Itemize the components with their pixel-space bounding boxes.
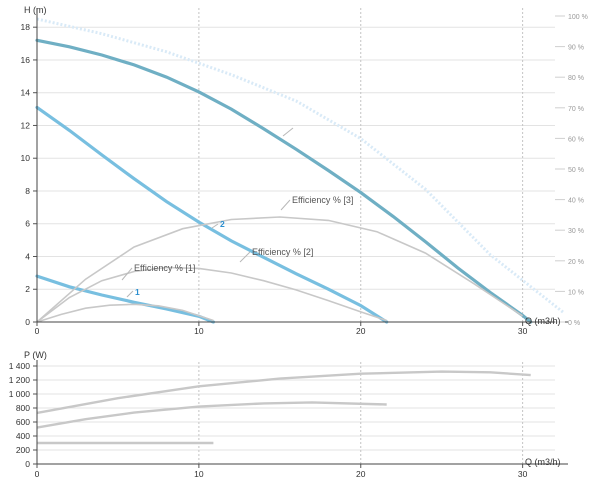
- head-x-tick-label: 10: [194, 326, 204, 336]
- power-y-tick-label: 0: [25, 459, 30, 469]
- series-label: Efficiency % [1]: [134, 263, 195, 273]
- power-x-tick-label: 30: [518, 469, 528, 479]
- head-y-tick-label: 18: [21, 22, 31, 32]
- head-y-tick-label: 12: [21, 120, 31, 130]
- power-curve-3: [36, 370, 531, 415]
- efficiency-y2-tick-label: 40 %: [568, 198, 584, 205]
- efficiency-y2-tick-label: 0 %: [568, 320, 580, 327]
- series-label-leader: [280, 199, 291, 211]
- efficiency-curve-2: [36, 266, 387, 323]
- max-head-curve: [36, 17, 565, 314]
- power-y-tick-label: 600: [16, 417, 30, 427]
- head-series-layer: 1 2 Efficiency % [1] Efficiency % [2] Effici…: [35, 17, 565, 324]
- head-x-tick-label: 30: [518, 326, 528, 336]
- efficiency-y2-tick-label: 80 %: [568, 75, 584, 82]
- head-y-tick-label: 4: [25, 251, 30, 261]
- head-x-tick-label: 20: [356, 326, 366, 336]
- efficiency-y2-tick-label: 100 %: [568, 14, 588, 21]
- power-y-tick-label: 800: [16, 403, 30, 413]
- power-x-tick-label: 20: [356, 469, 366, 479]
- power-grid: [37, 360, 555, 465]
- efficiency-y2-tick-label: 10 %: [568, 289, 584, 296]
- power-y-tick-label: 400: [16, 431, 30, 441]
- series-label-leader: [126, 290, 134, 298]
- efficiency-y2-tick-label: 20 %: [568, 259, 584, 266]
- head-curve-3: [35, 38, 533, 324]
- power-y-tick-label: 1 400: [9, 361, 31, 371]
- power-axes: 0 200 400 600 800 1 000 1 200 1 400 0 10 20 30: [9, 360, 568, 479]
- efficiency-y2-tick-label: 90 %: [568, 45, 584, 52]
- head-y-tick-label: 6: [25, 219, 30, 229]
- series-label-leader: [121, 267, 133, 281]
- head-y-axis-label: H (m): [24, 5, 47, 15]
- series-label-leader: [282, 127, 294, 137]
- power-curve-2: [36, 401, 387, 429]
- power-y-axis-label: P (W): [24, 350, 47, 360]
- efficiency-curve-3: [36, 216, 524, 323]
- head-y-tick-label: 8: [25, 186, 30, 196]
- efficiency-y2-tick-label: 30 %: [568, 228, 584, 235]
- head-y-tick-label: 10: [21, 153, 31, 163]
- series-label-leader: [239, 251, 251, 263]
- power-series-layer: [36, 370, 531, 445]
- efficiency-curve-1: [36, 303, 214, 323]
- head-y-tick-label: 2: [25, 284, 30, 294]
- head-x-tick-label: 0: [35, 326, 40, 336]
- head-y-tick-label: 0: [25, 317, 30, 327]
- efficiency-y2-tick-label: 70 %: [568, 106, 584, 113]
- series-label-leader: [211, 223, 219, 229]
- power-chart: 0 200 400 600 800 1 000 1 200 1 400 0 10 20 30 P (W…: [9, 350, 568, 479]
- series-label: 1: [135, 287, 140, 297]
- head-grid: [37, 8, 555, 323]
- power-x-tick-label: 0: [35, 469, 40, 479]
- series-label: Efficiency % [3]: [292, 195, 353, 205]
- power-y-tick-label: 200: [16, 445, 30, 455]
- efficiency-y2-tick-label: 60 %: [568, 136, 584, 143]
- power-y-tick-label: 1 200: [9, 375, 31, 385]
- power-x-tick-label: 10: [194, 469, 204, 479]
- power-y-tick-label: 1 000: [9, 389, 31, 399]
- power-x-axis-label: Q (m3/h): [525, 457, 561, 467]
- head-y-tick-label: 14: [21, 88, 31, 98]
- head-curve-2: [35, 105, 389, 324]
- series-label: Efficiency % [2]: [252, 247, 313, 257]
- series-label: 2: [220, 219, 225, 229]
- efficiency-y2-tick-label: 50 %: [568, 167, 584, 174]
- head-y-tick-label: 16: [21, 55, 31, 65]
- head-x-axis-label: Q (m3/h): [525, 316, 561, 326]
